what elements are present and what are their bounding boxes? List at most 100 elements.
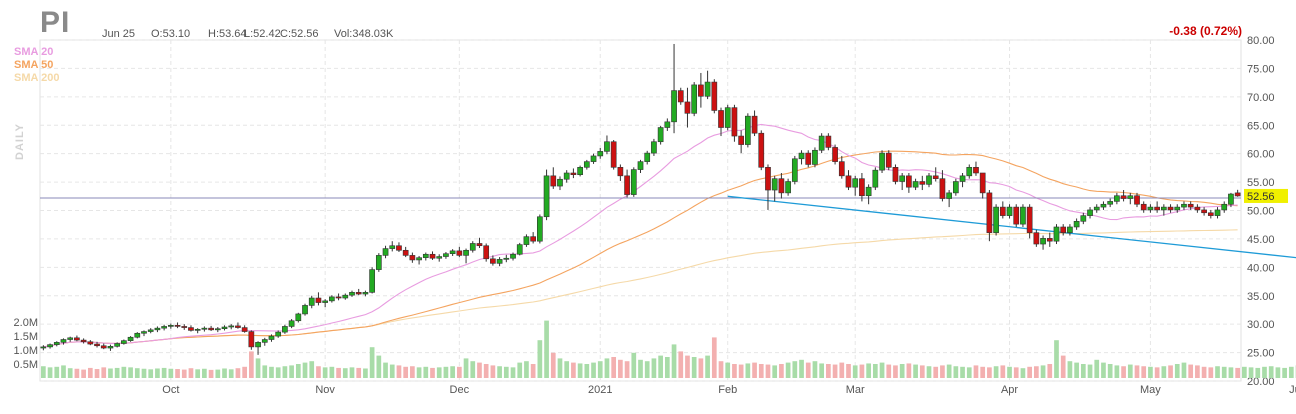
volume-bar (993, 366, 999, 378)
volume-bar (155, 368, 160, 378)
candle-body (476, 243, 483, 247)
volume-bar (74, 368, 80, 378)
volume-bar (940, 365, 945, 378)
volume-bar (1288, 366, 1294, 378)
candle-body (349, 292, 355, 296)
price-tick-label: 60.00 (1247, 149, 1275, 161)
volume-bar (410, 366, 415, 378)
candle-body (1013, 206, 1020, 225)
volume-bar (242, 366, 247, 378)
candle-body (174, 325, 181, 327)
volume-bar (101, 367, 107, 378)
candle-body (852, 178, 859, 188)
volume-bar (651, 358, 657, 378)
candle-body (758, 132, 765, 168)
candle-body (798, 152, 805, 160)
volume-bar (235, 368, 241, 378)
candle-body (1046, 238, 1053, 242)
candle-body (1033, 232, 1040, 245)
candle-body (87, 341, 94, 345)
candle-body (1114, 195, 1120, 202)
candle-body (235, 325, 241, 328)
volume-bar (685, 355, 690, 378)
candle-body (1207, 212, 1214, 216)
volume-bar (329, 366, 335, 378)
candle-body (651, 141, 657, 154)
candle-body (194, 328, 201, 331)
month-tick-label: Apr (1001, 384, 1018, 396)
volume-bar (349, 367, 355, 378)
price-tick-label: 50.00 (1247, 206, 1275, 218)
candle-body (637, 161, 644, 170)
volume-bar (618, 359, 623, 378)
volume-bar (705, 355, 710, 378)
candle-body (778, 178, 785, 194)
volume-bar (866, 363, 871, 378)
candle-body (1067, 226, 1073, 233)
candle-body (1080, 215, 1087, 222)
volume-bar (1013, 367, 1019, 378)
candle-body (966, 167, 973, 177)
candle-body (1020, 206, 1026, 225)
volume-bar (1121, 366, 1126, 378)
sma-50-line (43, 150, 1238, 348)
candle-body (141, 331, 147, 334)
volume-bar (450, 366, 455, 378)
volume-bar (470, 361, 476, 378)
volume-bar (1134, 365, 1140, 378)
price-tick-label: 20.00 (1247, 376, 1275, 388)
candle-body (872, 169, 879, 188)
candle-body (396, 245, 402, 251)
volume-bar (282, 366, 288, 378)
candle-body (1154, 206, 1160, 211)
volume-bar (859, 364, 865, 378)
candle-body (604, 141, 610, 152)
candle-body (429, 253, 436, 259)
volume-bar (1127, 364, 1133, 378)
volume-bar (510, 367, 516, 378)
candle-body (657, 127, 664, 143)
price-tick-label: 75.00 (1247, 63, 1275, 75)
candle-body (436, 256, 443, 259)
candle-body (241, 327, 248, 332)
volume-bar (524, 361, 529, 378)
volume-bar (1161, 366, 1167, 378)
volume-bar (1080, 364, 1086, 378)
volume-bar (732, 364, 737, 378)
candle-body (664, 121, 671, 128)
volume-bar (463, 358, 469, 378)
last-price-marker (1244, 188, 1288, 203)
period-label: DAILY (14, 123, 26, 160)
candle-body (302, 305, 308, 315)
candle-body (121, 340, 127, 344)
price-change: -0.38 (0.72%) (1169, 24, 1242, 38)
volume-bar (322, 367, 328, 378)
candle-body (691, 84, 698, 114)
volume-bar (550, 352, 556, 378)
candle-body (859, 178, 865, 197)
volume-bar (1034, 366, 1039, 378)
candle-body (449, 250, 456, 254)
volume-bar (1067, 361, 1073, 378)
candle-body (490, 258, 496, 264)
volume-bar (1255, 367, 1261, 378)
candle-body (1026, 206, 1033, 233)
volume-bar (1074, 362, 1079, 378)
volume-bar (517, 362, 523, 378)
candle-body (510, 253, 516, 259)
price-tick-label: 25.00 (1247, 348, 1275, 360)
candle-body (818, 135, 825, 151)
candle-body (288, 320, 295, 327)
volume-bar (114, 367, 120, 378)
candle-body (47, 344, 53, 348)
candle-body (134, 332, 141, 338)
volume-bar (1242, 366, 1247, 378)
volume-bar (1007, 366, 1012, 378)
volume-bar (181, 369, 187, 378)
candle-body (94, 343, 100, 347)
volume-bar (383, 362, 388, 378)
candle-body (946, 192, 952, 199)
volume-bar (376, 355, 382, 378)
volume-bar (584, 364, 590, 378)
